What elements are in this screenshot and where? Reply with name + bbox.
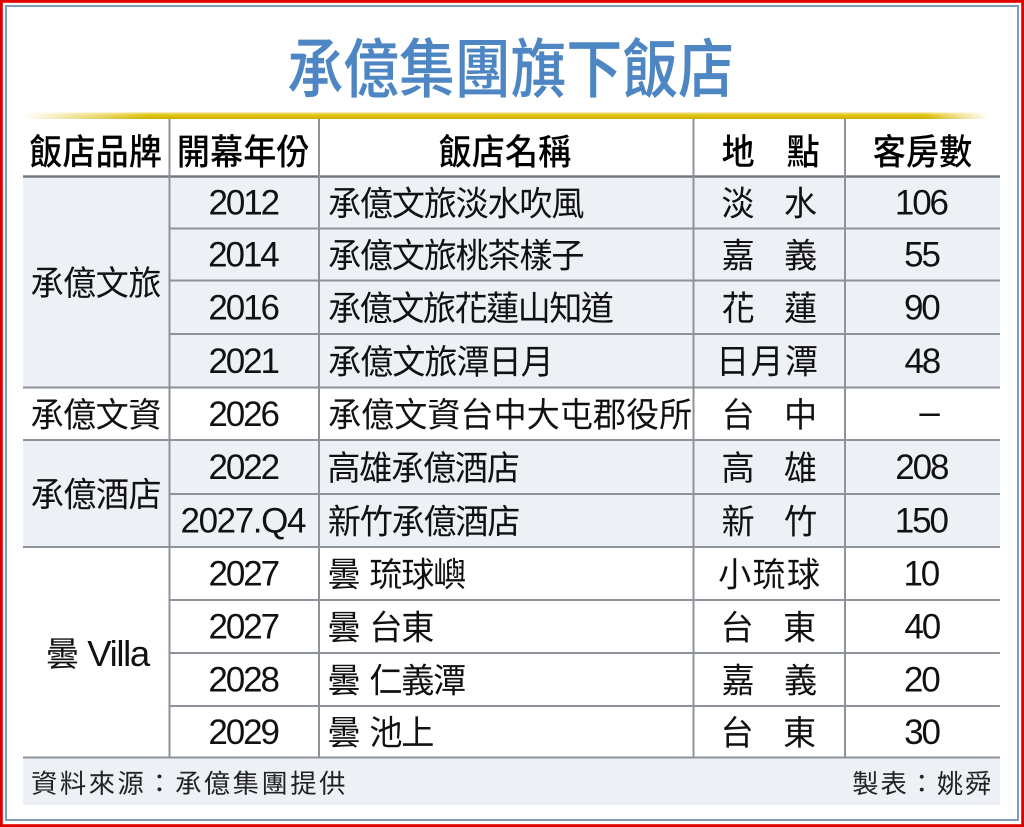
svg-text:Villa: Villa (87, 633, 151, 674)
svg-text:55: 55 (904, 236, 939, 275)
svg-text:2028: 2028 (208, 661, 278, 700)
svg-text:2016: 2016 (208, 289, 278, 328)
svg-text:2027: 2027 (208, 555, 278, 594)
svg-text:20: 20 (904, 661, 940, 700)
svg-text:150: 150 (895, 502, 949, 541)
svg-text:90: 90 (904, 289, 940, 328)
svg-text:48: 48 (904, 342, 939, 381)
svg-text:2022: 2022 (208, 448, 278, 487)
svg-text:2027.Q4: 2027.Q4 (181, 502, 306, 541)
svg-text:106: 106 (895, 184, 948, 223)
svg-text:10: 10 (903, 555, 939, 594)
svg-text:30: 30 (904, 713, 940, 752)
svg-text:2012: 2012 (208, 184, 278, 223)
svg-text:2014: 2014 (208, 236, 279, 275)
svg-text:40: 40 (904, 608, 940, 647)
svg-text:2021: 2021 (208, 342, 278, 381)
svg-text:208: 208 (895, 448, 948, 487)
svg-text:2027: 2027 (208, 608, 278, 647)
svg-text:2029: 2029 (208, 713, 278, 752)
svg-text:2026: 2026 (208, 395, 278, 434)
